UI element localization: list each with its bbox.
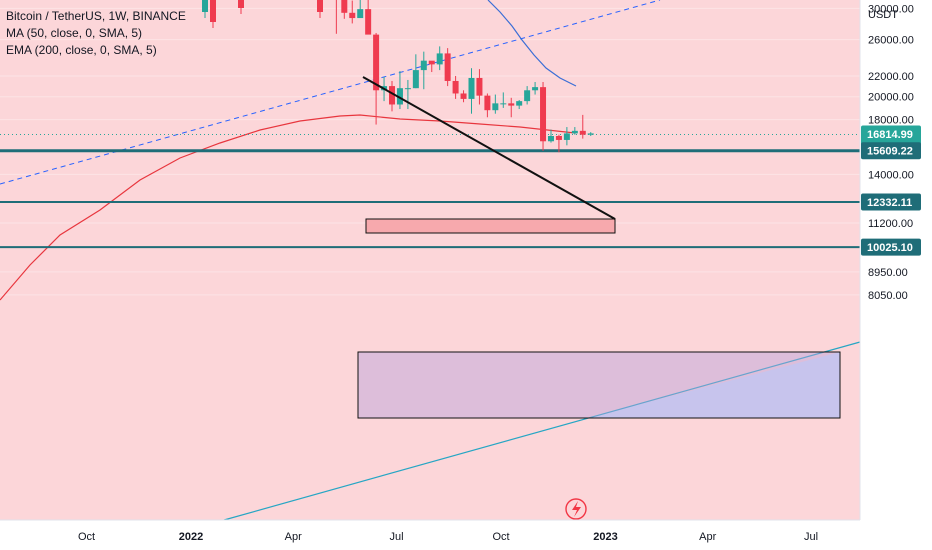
x-tick-label: 2022 [179, 531, 203, 543]
y-tick-label: 30000.00 [868, 3, 914, 15]
chart-legend: Bitcoin / TetherUS, 1W, BINANCE MA (50, … [6, 8, 186, 59]
candle-body [532, 87, 539, 91]
candle-body [420, 60, 427, 71]
grid [0, 7, 860, 296]
x-axis-ticks: Oct 2022 Apr Jul Oct 2023 Apr Jul [78, 531, 818, 543]
candle-body [452, 80, 459, 94]
y-tick-label: 20000.00 [868, 92, 914, 104]
x-tick-label: Oct [492, 531, 509, 543]
time-axis[interactable] [0, 520, 932, 550]
candle-body [444, 53, 451, 81]
x-tick-label: Jul [390, 531, 404, 543]
candle-body [436, 53, 443, 65]
price-badge-label: 16814.99 [867, 129, 913, 141]
y-tick-label: 8050.00 [868, 290, 908, 302]
descending-triangle-line[interactable] [362, 76, 616, 220]
price-badge [861, 193, 921, 211]
dashed-trendline [0, 0, 661, 185]
y-axis-ticks: 30000.00 26000.00 22000.00 20000.00 18000.00… [868, 3, 914, 302]
candle-body [516, 101, 523, 106]
candle-body [547, 135, 554, 142]
y-tick-label: 22000.00 [868, 71, 914, 83]
resistance-zone-box[interactable] [365, 218, 616, 234]
candle-body [587, 133, 594, 135]
candle-body [492, 103, 499, 111]
candle-body [524, 90, 531, 102]
ema-200-line [0, 114, 576, 301]
y-tick-label: 11200.00 [868, 218, 913, 230]
symbol-title[interactable]: Bitcoin / TetherUS, 1W, BINANCE [6, 9, 186, 23]
price-badge-label: 12332.11 [867, 197, 912, 209]
candle-body [341, 0, 348, 13]
candle-body [349, 12, 356, 19]
projection-wedge [587, 352, 840, 418]
candle-body [412, 70, 419, 89]
long-term-trendline [223, 341, 861, 521]
candle-body [476, 77, 483, 96]
candles [202, 0, 594, 153]
candle-body [210, 0, 216, 22]
candle-body [202, 0, 208, 12]
price-badge [861, 142, 921, 160]
y-tick-label: 18000.00 [868, 115, 914, 127]
candle-body [484, 95, 491, 111]
ma-indicator-label[interactable]: MA (50, close, 0, SMA, 5) [6, 26, 143, 40]
horizontal-levels [0, 149, 860, 249]
price-badge [861, 238, 921, 256]
candle-body [555, 135, 562, 140]
x-tick-label: Apr [699, 531, 716, 543]
candle-body [357, 9, 364, 19]
candle-body [404, 88, 411, 90]
candle-body [508, 103, 515, 106]
x-tick-label: 2023 [593, 531, 617, 543]
x-tick-label: Jul [804, 531, 818, 543]
candle-body [468, 77, 475, 99]
candle-body [500, 103, 507, 105]
x-tick-label: Oct [78, 531, 95, 543]
candle-body [365, 9, 372, 35]
candle-body [389, 86, 396, 105]
currency-label: USDT [868, 9, 898, 21]
y-tick-label: 8950.00 [868, 267, 908, 279]
candle-body [428, 60, 435, 65]
ma-50-line [487, 0, 577, 87]
ema-indicator-label[interactable]: EMA (200, close, 0, SMA, 5) [6, 43, 157, 57]
price-badge-label: 15609.22 [867, 146, 913, 158]
candle-body [563, 133, 570, 140]
candle-body [579, 130, 586, 135]
y-tick-label: 14000.00 [868, 169, 914, 181]
bearish-zone-background [0, 0, 860, 520]
candle-body [540, 87, 547, 142]
candle-body [317, 0, 323, 12]
replay-icon[interactable] [565, 498, 587, 520]
candle-body [396, 88, 403, 105]
candle-body [238, 0, 244, 8]
candle-body [373, 34, 380, 91]
y-tick-label: 26000.00 [868, 35, 914, 47]
price-axis[interactable] [860, 0, 932, 520]
price-badge-label: 10025.10 [867, 242, 913, 254]
target-zone-box[interactable] [357, 351, 841, 419]
candle-body [460, 93, 467, 99]
candle-body [571, 130, 578, 134]
x-tick-label: Apr [285, 531, 302, 543]
